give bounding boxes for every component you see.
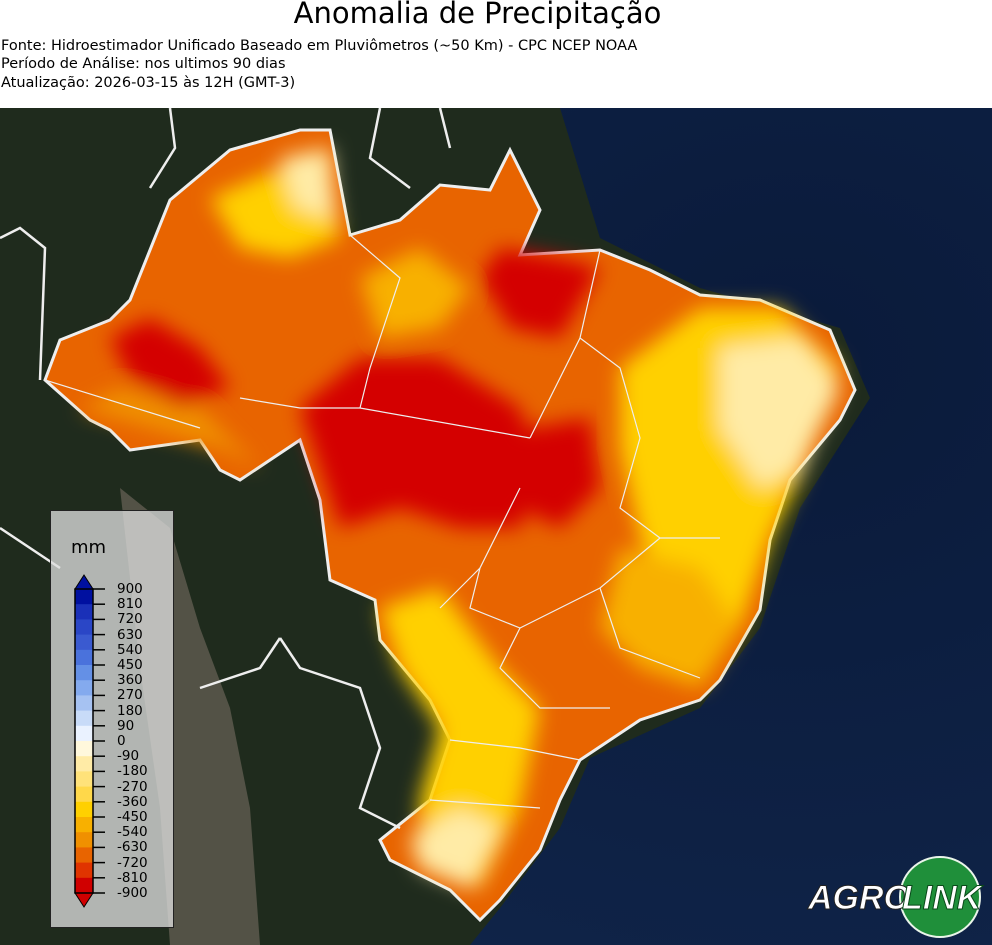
colorbar-tick-label: -180: [117, 763, 148, 780]
colorbar-tick-label: 270: [117, 687, 143, 704]
svg-text:AGRO: AGRO: [807, 879, 910, 917]
colorbar-tick-label: -270: [117, 778, 148, 795]
colorbar-segment: [75, 817, 93, 833]
colorbar-tick-label: -900: [117, 885, 148, 901]
colorbar-segment: [75, 665, 93, 681]
colorbar-segment: [75, 725, 93, 742]
agrolink-logo: AGRO LINK: [807, 856, 984, 938]
colorbar-tick-label: -630: [117, 839, 148, 856]
country-borders: [0, 108, 452, 830]
colorbar-extend-min: [74, 892, 94, 908]
colorbar-tick-label: 720: [117, 611, 143, 628]
colorbar-segment: [75, 604, 93, 620]
colorbar-segment: [75, 634, 93, 651]
colorbar-tick-label: 900: [117, 581, 143, 597]
colorbar-segment: [75, 801, 93, 818]
colorbar-legend: mm 900 810 720 630 540 450 360 270 180 90 0 -90 -180…: [50, 510, 174, 928]
colorbar-tick-label: 90: [117, 717, 135, 734]
colorbar-tick-label: 810: [117, 596, 143, 613]
colorbar-tick-label: -540: [117, 824, 148, 841]
colorbar-segment: [75, 649, 93, 666]
colorbar-segment: [75, 619, 93, 636]
colorbar: [74, 574, 105, 908]
colorbar-tick-label: 450: [117, 657, 143, 673]
colorbar-tick-label: -450: [117, 809, 148, 825]
colorbar-tick-label: -360: [117, 793, 148, 810]
period-text: Período de Análise: nos ultimos 90 dias: [1, 56, 286, 72]
colorbar-segment: [75, 741, 93, 757]
colorbar-segment: [75, 680, 93, 696]
colorbar-segment: [75, 786, 93, 803]
colorbar-segment: [75, 589, 93, 605]
colorbar-segment: [75, 695, 93, 712]
colorbar-segment: [75, 877, 93, 894]
colorbar-tick-label: -90: [117, 748, 140, 765]
colorbar-segment: [75, 756, 93, 772]
colorbar-tick-label: 630: [117, 626, 143, 643]
brazil-anomaly-field: [43, 128, 857, 923]
colorbar-tick-label: -810: [117, 869, 148, 886]
colorbar-tick-label: 540: [117, 641, 143, 658]
colorbar-segment: [75, 862, 93, 879]
colorbar-tick-label: 360: [117, 672, 143, 689]
source-text: Fonte: Hidroestimador Unificado Baseado …: [1, 38, 638, 54]
colorbar-tick-label: 0: [117, 733, 126, 749]
svg-text:LINK: LINK: [902, 879, 984, 917]
colorbar-segment: [75, 710, 93, 727]
colorbar-segment: [75, 832, 93, 848]
colorbar-tick-label: -720: [117, 854, 148, 871]
state-borders: [44, 234, 720, 809]
updated-text: Atualização: 2026-03-15 às 12H (GMT-3): [1, 75, 296, 91]
colorbar-tick-label: 180: [117, 702, 143, 719]
legend-unit: mm: [71, 537, 107, 558]
colorbar-extend-max: [74, 574, 94, 590]
precipitation-anomaly-map: [0, 108, 992, 945]
map-title: Anomalia de Precipitação: [293, 0, 662, 30]
colorbar-segment: [75, 771, 93, 788]
colorbar-segment: [75, 847, 93, 864]
